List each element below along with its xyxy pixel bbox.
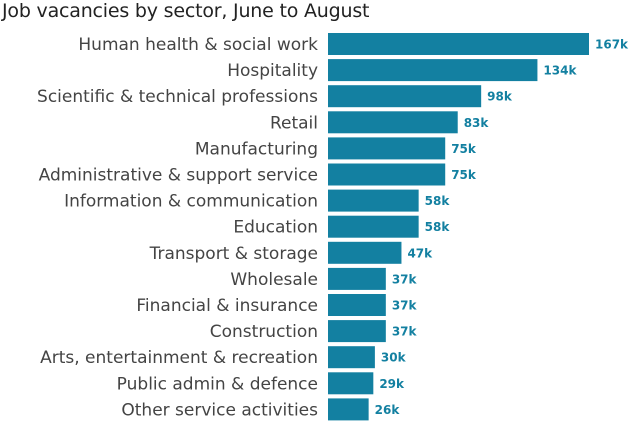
category-label: Financial & insurance — [136, 296, 318, 316]
bar — [328, 320, 386, 343]
category-label: Hospitality — [227, 61, 318, 81]
value-label: 167k — [595, 38, 629, 52]
bar — [328, 189, 419, 212]
category-label: Arts, entertainment & recreation — [40, 348, 318, 368]
category-label: Construction — [210, 322, 318, 342]
chart-title: Job vacancies by sector, June to August — [2, 0, 370, 22]
bar — [328, 398, 369, 421]
bar — [328, 372, 374, 395]
value-label: 83k — [464, 116, 490, 130]
category-label: Education — [233, 218, 318, 238]
category-label: Other service activities — [121, 400, 318, 420]
value-label: 98k — [487, 90, 513, 104]
value-label: 30k — [381, 351, 407, 365]
value-label: 58k — [425, 194, 451, 208]
category-label: Retail — [270, 113, 318, 133]
bar — [328, 294, 386, 316]
bar — [328, 33, 589, 55]
bar — [328, 85, 482, 108]
value-label: 37k — [392, 325, 418, 339]
category-label: Manufacturing — [195, 139, 318, 159]
bar — [328, 137, 446, 160]
value-label: 29k — [379, 377, 405, 391]
value-label: 75k — [451, 168, 477, 182]
category-label: Public admin & defence — [117, 374, 318, 394]
value-label: 47k — [407, 246, 433, 260]
bar — [328, 267, 386, 290]
category-label: Transport & storage — [149, 244, 318, 264]
value-label: 75k — [451, 142, 477, 156]
bar — [328, 215, 419, 238]
bar — [328, 346, 375, 369]
value-label: 58k — [425, 220, 451, 234]
category-label: Administrative & support service — [39, 166, 318, 186]
value-label: 37k — [392, 299, 418, 313]
bar — [328, 59, 538, 82]
category-label: Information & communication — [64, 192, 318, 212]
bar — [328, 111, 458, 134]
bar — [328, 241, 402, 264]
category-label: Human health & social work — [78, 35, 318, 55]
category-label: Scientific & technical professions — [37, 87, 318, 107]
value-label: 134k — [543, 64, 577, 78]
category-label: Wholesale — [230, 270, 318, 290]
bar — [328, 163, 446, 186]
value-label: 26k — [375, 403, 401, 417]
value-label: 37k — [392, 272, 418, 286]
